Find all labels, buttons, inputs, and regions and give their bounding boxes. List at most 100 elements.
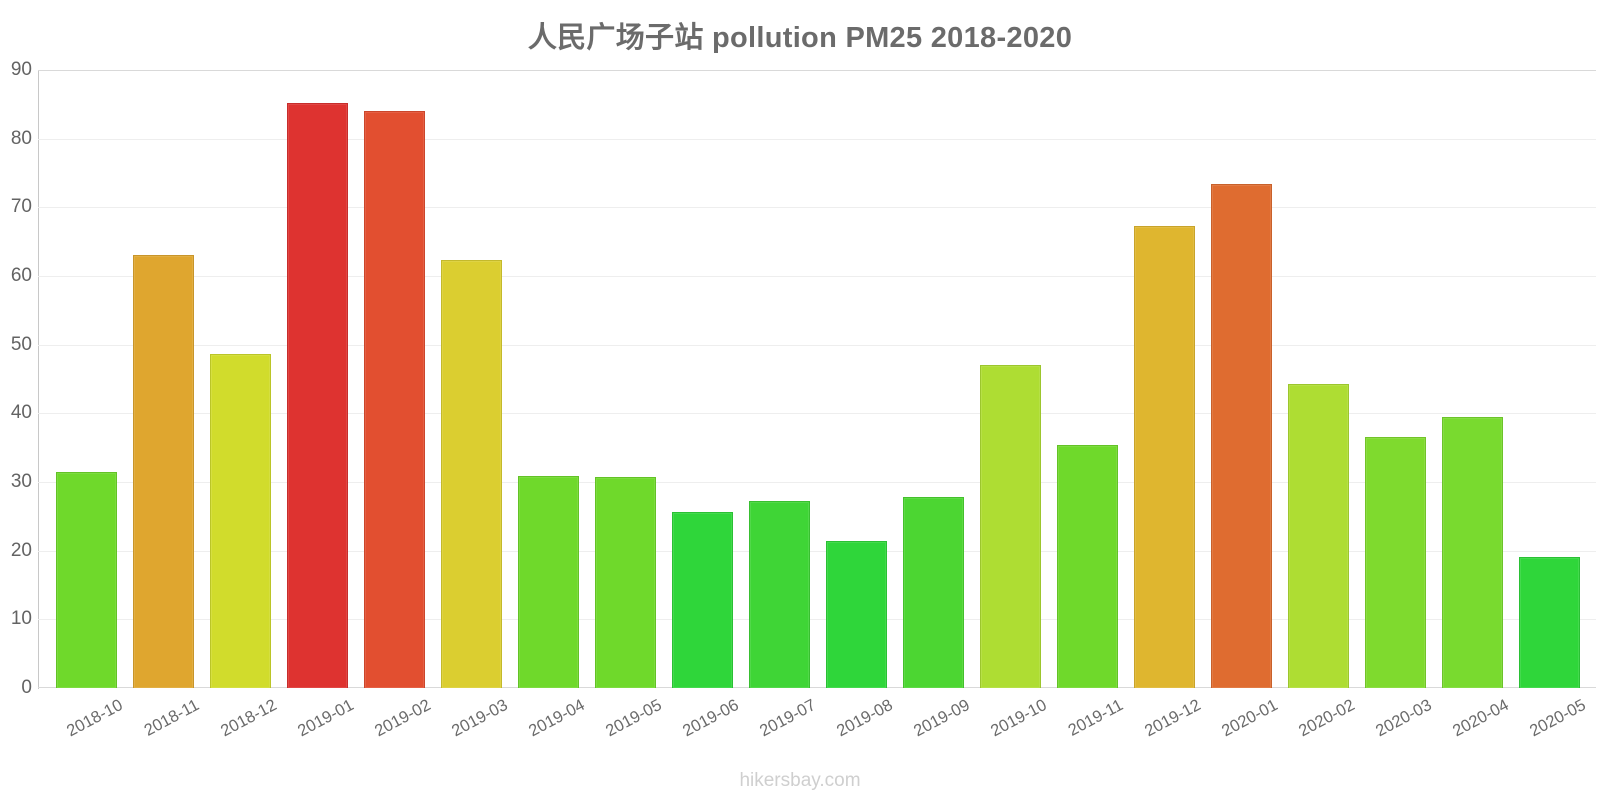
bar[interactable] — [1442, 416, 1503, 688]
bar[interactable] — [441, 260, 502, 688]
x-axis-labels: 2018-10 2018-11 2018-12 2019-01 2019-02 2019-… — [38, 690, 1596, 760]
x-label-slot: 2020-04 — [1434, 690, 1511, 760]
x-tick-label: 2019-12 — [1141, 696, 1204, 741]
x-label-slot: 2019-12 — [1126, 690, 1203, 760]
bar-slot — [356, 70, 433, 688]
bar-slot — [1511, 70, 1588, 688]
x-label-slot: 2018-12 — [202, 690, 279, 760]
bar[interactable] — [1211, 184, 1272, 688]
x-tick-label: 2019-09 — [910, 696, 973, 741]
x-label-slot: 2019-01 — [279, 690, 356, 760]
bar[interactable] — [133, 254, 194, 688]
bar[interactable] — [1288, 383, 1349, 688]
gridline — [38, 550, 1596, 552]
bar-slot — [1126, 70, 1203, 688]
x-label-slot: 2019-04 — [510, 690, 587, 760]
x-tick-label: 2019-05 — [602, 696, 665, 741]
plot-area — [38, 70, 1596, 688]
x-tick-label: 2018-12 — [217, 696, 280, 741]
bar-slot — [1434, 70, 1511, 688]
x-tick-label: 2019-10 — [987, 696, 1050, 741]
page-title: 人民广场子站 pollution PM25 2018-2020 — [527, 22, 1073, 54]
x-tick-label: 2019-08 — [833, 696, 896, 741]
bar-slot — [1049, 70, 1126, 688]
x-label-slot: 2019-08 — [818, 690, 895, 760]
x-tick-label: 2019-07 — [756, 696, 819, 741]
x-label-slot: 2019-09 — [895, 690, 972, 760]
bar[interactable] — [1134, 225, 1195, 688]
bar[interactable] — [56, 471, 117, 688]
bar-slot — [1357, 70, 1434, 688]
bar-slot — [1280, 70, 1357, 688]
x-label-slot: 2020-01 — [1203, 690, 1280, 760]
bar[interactable] — [595, 477, 656, 688]
x-tick-label: 2020-02 — [1295, 696, 1358, 741]
x-tick-label: 2019-06 — [679, 696, 742, 741]
y-tick-label: 90 — [10, 59, 32, 80]
bar[interactable] — [210, 354, 271, 688]
bar-slot — [972, 70, 1049, 688]
x-label-slot: 2019-10 — [972, 690, 1049, 760]
bar-slot — [664, 70, 741, 688]
bar-series — [38, 70, 1596, 688]
gridline — [38, 70, 1596, 71]
gridline — [38, 619, 1596, 621]
bar-slot — [818, 70, 895, 688]
bar[interactable] — [1365, 437, 1426, 688]
bar[interactable] — [1057, 444, 1118, 688]
x-label-slot: 2020-03 — [1357, 690, 1434, 760]
x-label-slot: 2019-02 — [356, 690, 433, 760]
y-axis-labels: 90 80 70 60 50 40 30 20 10 0 — [0, 59, 32, 698]
y-tick-label: 60 — [10, 265, 32, 286]
x-tick-label: 2018-11 — [140, 696, 202, 740]
x-tick-label: 2018-10 — [63, 696, 126, 741]
bar[interactable] — [903, 497, 964, 688]
bar-slot — [279, 70, 356, 688]
gridline — [38, 687, 1596, 688]
x-tick-label: 2019-01 — [294, 696, 357, 741]
bar[interactable] — [1519, 556, 1580, 688]
x-tick-label: 2019-02 — [371, 696, 434, 741]
x-label-slot: 2020-05 — [1511, 690, 1588, 760]
bar-slot — [895, 70, 972, 688]
bar-slot — [202, 70, 279, 688]
gridline — [38, 413, 1596, 415]
x-label-slot: 2019-11 — [1049, 690, 1126, 760]
bar-slot — [1203, 70, 1280, 688]
bar-slot — [510, 70, 587, 688]
bar[interactable] — [980, 364, 1041, 688]
bar[interactable] — [749, 501, 810, 688]
gridline — [38, 276, 1596, 277]
bar-slot — [741, 70, 818, 688]
source-watermark: hikersbay.com — [739, 770, 861, 791]
x-tick-label: 2020-04 — [1449, 696, 1512, 741]
bar[interactable] — [287, 102, 348, 688]
x-label-slot: 2018-10 — [48, 690, 125, 760]
x-tick-label: 2020-03 — [1372, 696, 1435, 741]
y-tick-label: 30 — [10, 471, 32, 492]
x-label-slot: 2019-07 — [741, 690, 818, 760]
gridline — [38, 138, 1596, 140]
bar-slot — [433, 70, 510, 688]
x-tick-label: 2019-04 — [525, 696, 588, 741]
bar[interactable] — [826, 541, 887, 688]
y-tick-label: 20 — [10, 539, 32, 561]
y-axis-line — [38, 70, 39, 689]
bar[interactable] — [518, 475, 579, 688]
bar[interactable] — [364, 111, 425, 688]
y-tick-label: 50 — [10, 333, 32, 355]
x-tick-label: 2019-03 — [448, 696, 511, 741]
x-label-slot: 2019-03 — [433, 690, 510, 760]
bar-slot — [125, 70, 202, 688]
gridline — [38, 344, 1596, 346]
y-tick-label: 70 — [10, 196, 32, 218]
bar[interactable] — [672, 512, 733, 688]
gridline — [38, 207, 1596, 209]
x-label-slot: 2019-06 — [664, 690, 741, 760]
x-tick-label: 2020-01 — [1218, 696, 1281, 741]
x-tick-label: 2019-11 — [1064, 696, 1126, 740]
x-label-slot: 2018-11 — [125, 690, 202, 760]
y-tick-label: 0 — [21, 677, 32, 698]
x-label-slot: 2020-02 — [1280, 690, 1357, 760]
gridline — [38, 482, 1596, 483]
